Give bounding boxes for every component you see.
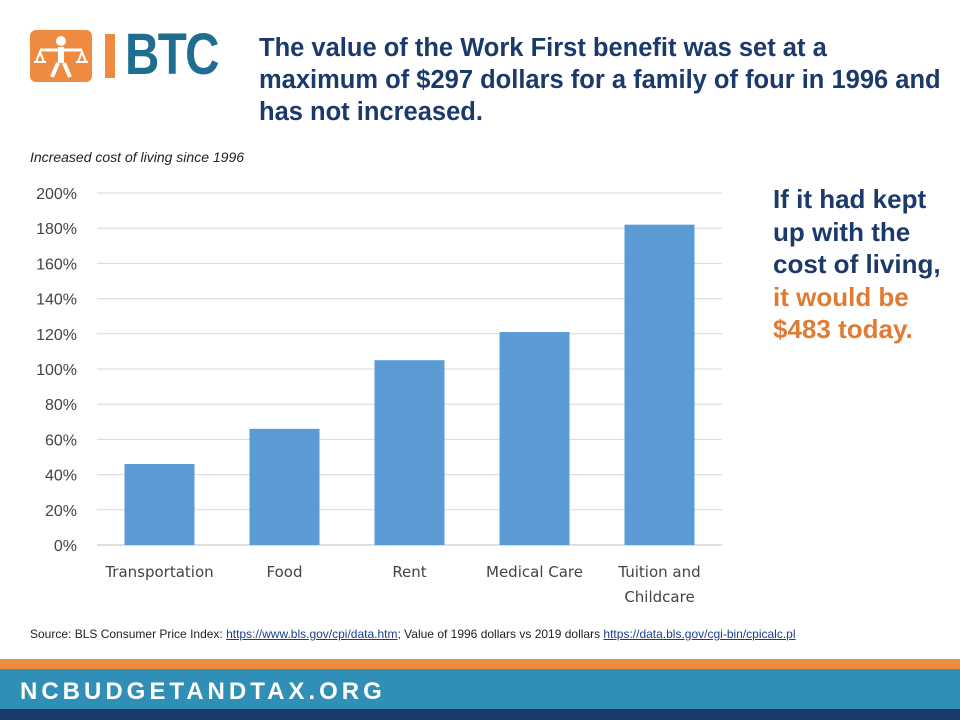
bar-rent	[374, 360, 445, 545]
source-middle: ; Value of 1996 dollars vs 2019 dollars	[397, 627, 604, 641]
cpi-calculator-link[interactable]: https://data.bls.gov/cgi-bin/cpicalc.pl	[603, 627, 796, 641]
x-tick-label: Tuition and Childcare	[617, 563, 700, 606]
y-tick-label: 200%	[36, 186, 77, 203]
callout-highlight: it would be $483 today.	[773, 281, 913, 345]
y-tick-label: 40%	[45, 468, 77, 485]
footer-dark-stripe	[0, 709, 960, 720]
footer-website[interactable]: NCBUDGETANDTAX.ORG	[20, 678, 386, 705]
figure-with-scales-icon	[30, 30, 92, 82]
y-tick-label: 0%	[54, 538, 77, 555]
y-tick-label: 160%	[36, 256, 77, 273]
y-tick-label: 60%	[45, 432, 77, 449]
source-prefix: Source: BLS Consumer Price Index:	[30, 627, 227, 641]
x-tick-label: Transportation	[104, 563, 213, 581]
y-tick-label: 140%	[36, 292, 77, 309]
footer-orange-stripe	[0, 659, 960, 669]
bar-food	[249, 428, 320, 545]
chart-title: Increased cost of living since 1996	[30, 149, 245, 165]
y-tick-label: 120%	[36, 327, 77, 344]
bar-chart: 0% 20% 40% 60% 80% 100% 120% 140% 160% 180% 200% Tr…	[36, 186, 722, 606]
y-tick-label: 100%	[36, 362, 77, 379]
x-tick-label: Medical Care	[486, 563, 583, 581]
bar-tuition-and-childcare	[624, 224, 695, 545]
bar-transportation	[124, 464, 195, 545]
y-tick-label: 20%	[45, 503, 77, 520]
y-tick-label: 180%	[36, 221, 77, 238]
bls-cpi-link[interactable]: https://www.bls.gov/cpi/data.htm	[226, 627, 398, 641]
logo-text: BTC	[125, 22, 219, 87]
logo-divider	[105, 34, 115, 78]
source-note: Source: BLS Consumer Price Index: https:…	[30, 627, 796, 641]
bar-medical-care	[499, 332, 570, 545]
footer-band	[0, 669, 960, 709]
btc-logo: BTC	[30, 22, 230, 87]
callout-part1: If it had kept up with the cost of livin…	[773, 184, 941, 279]
y-tick-label: 80%	[45, 397, 77, 414]
headline: The value of the Work First benefit was …	[259, 34, 941, 126]
x-tick-label: Rent	[392, 563, 426, 581]
x-tick-label: Food	[267, 563, 303, 581]
callout-text: If it had kept up with the cost of livin…	[773, 183, 953, 346]
